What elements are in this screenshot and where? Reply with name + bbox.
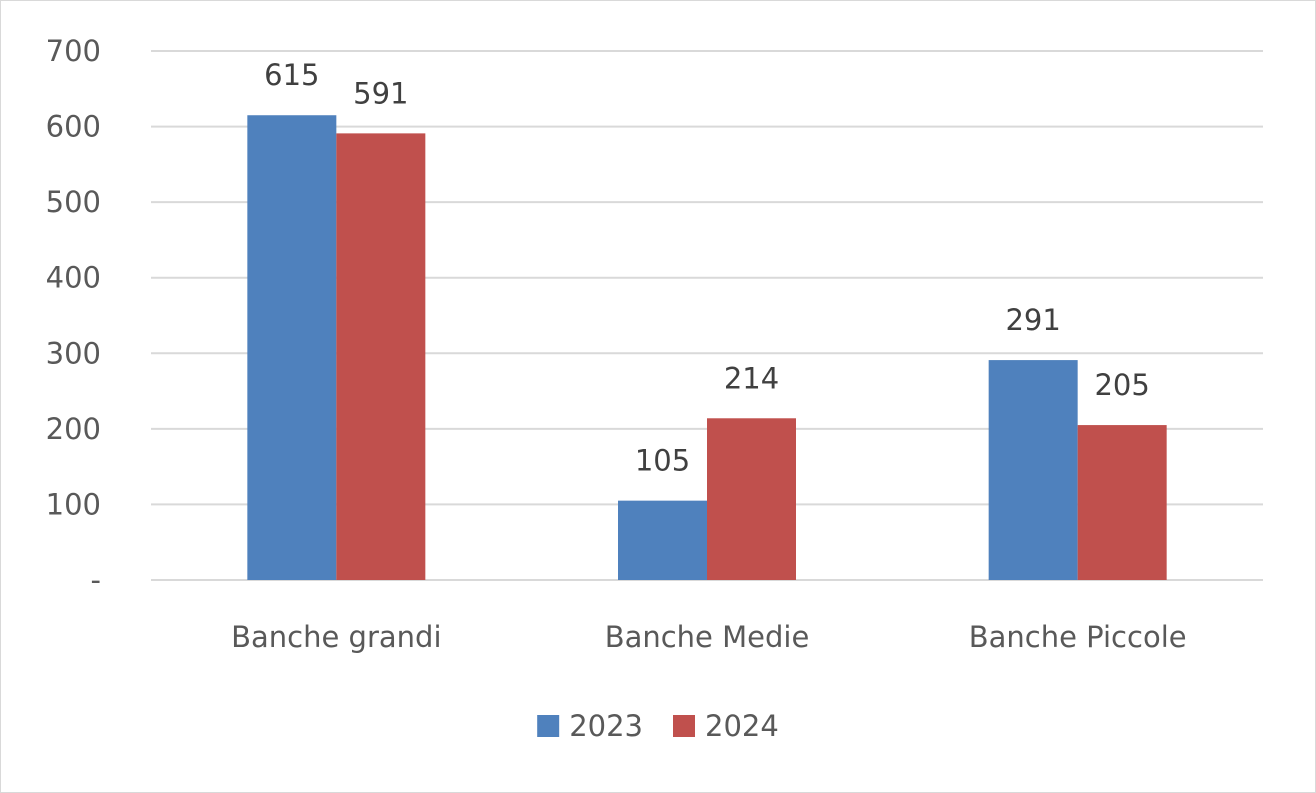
legend-label: 2023 xyxy=(569,709,643,743)
y-tick-label: 200 xyxy=(46,412,101,446)
bar xyxy=(247,115,337,580)
y-tick-label: 300 xyxy=(46,336,101,370)
bar xyxy=(336,133,426,580)
category-label: Banche Medie xyxy=(605,620,810,654)
legend-swatch xyxy=(673,715,695,737)
y-tick-label: 400 xyxy=(46,261,101,295)
data-label: 291 xyxy=(1005,303,1060,337)
data-label: 214 xyxy=(724,361,779,395)
y-tick-label: 500 xyxy=(46,185,101,219)
category-label: Banche grandi xyxy=(231,620,441,654)
bar xyxy=(1077,425,1167,580)
data-label: 105 xyxy=(635,444,690,478)
y-axis-ticks: - 100 200 300 400 500 600 700 xyxy=(46,34,101,597)
y-tick-label: - xyxy=(91,563,101,597)
data-label: 615 xyxy=(264,58,319,92)
y-tick-label: 700 xyxy=(46,34,101,68)
data-labels: 615 591 105 214 291 205 xyxy=(264,58,1150,477)
data-label: 591 xyxy=(353,76,408,110)
bar xyxy=(707,418,796,580)
legend: 2023 2024 xyxy=(537,709,779,743)
bar xyxy=(618,500,707,580)
data-label: 205 xyxy=(1094,368,1149,402)
bar xyxy=(988,360,1078,580)
legend-swatch xyxy=(537,715,560,737)
x-axis-categories: Banche grandi Banche Medie Banche Piccole xyxy=(231,620,1186,654)
y-tick-label: 600 xyxy=(46,110,101,144)
bars xyxy=(247,115,1167,580)
y-tick-label: 100 xyxy=(46,487,101,521)
legend-label: 2024 xyxy=(705,709,779,743)
category-label: Banche Piccole xyxy=(969,620,1187,654)
